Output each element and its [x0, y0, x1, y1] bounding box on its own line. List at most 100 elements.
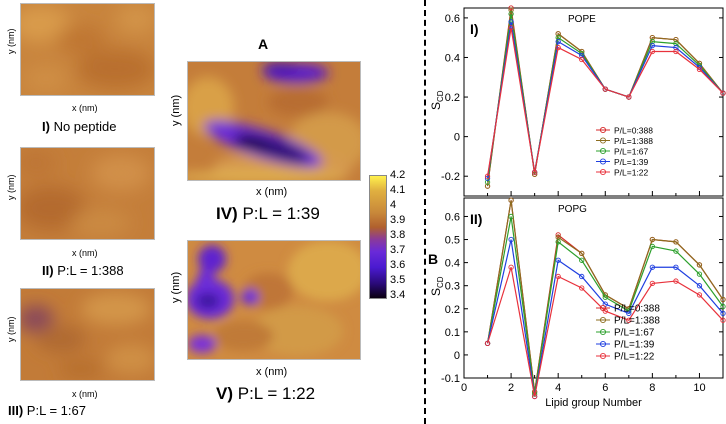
map-4-roman: IV): [216, 204, 238, 223]
legend-swatch-marker: [599, 158, 607, 165]
data-point: [626, 317, 632, 323]
data-point: [555, 38, 561, 45]
y-axis-label-main: S: [429, 102, 443, 110]
data-point: [673, 48, 679, 55]
data-point: [508, 264, 514, 270]
series-line: [486, 200, 724, 392]
y-tick-label: 0.2: [445, 92, 460, 104]
series-line: [486, 239, 724, 397]
legend-swatch-marker: [599, 137, 607, 144]
map-3-roman: III): [8, 403, 24, 418]
panel-divider: [424, 0, 426, 424]
afm-map-2: [20, 147, 155, 240]
legend-label: P/L=1:22: [614, 168, 649, 178]
map-5-roman: V): [216, 384, 233, 403]
panel-letter-a: A: [258, 36, 269, 52]
data-point: [673, 248, 679, 254]
data-point: [508, 236, 514, 243]
x-tick-label: 10: [693, 382, 705, 394]
legend-swatch-marker: [599, 147, 607, 155]
data-point: [579, 273, 585, 280]
map-2-caption: II) P:L = 1:388: [42, 263, 124, 278]
afm-map-3-image: [21, 289, 154, 380]
map-2-roman: II): [42, 263, 54, 278]
y-tick-label: 0.1: [445, 327, 460, 339]
map-5-x-label: x (nm): [256, 366, 288, 378]
legend-label: P/L=0:388: [614, 126, 653, 136]
y-tick-label: 0.6: [445, 13, 460, 25]
y-axis-label: SCD: [429, 276, 445, 296]
data-point: [579, 250, 585, 257]
colorbar-tick: 3.6: [390, 259, 406, 271]
data-point: [649, 280, 656, 287]
legend-swatch-marker: [599, 304, 607, 312]
series-line: [486, 216, 724, 395]
data-point: [531, 393, 538, 400]
legend-swatch-marker: [599, 340, 607, 348]
y-tick-label: 0.4: [445, 52, 460, 64]
plot-title: POPE: [568, 14, 596, 25]
afm-map-5: [187, 240, 361, 360]
x-tick-label: 8: [649, 382, 655, 394]
legend-swatch-marker: [599, 126, 607, 134]
data-point: [649, 236, 656, 243]
legend-label: P/L=1:67: [614, 328, 655, 339]
plot-pope: -0.2 0 0.2 0.4 0.6 SCD POPE I) P/L=0:388P/L=1:38…: [429, 5, 726, 197]
map-5-label: P:L = 1:22: [237, 384, 316, 403]
legend-swatch-marker: [599, 352, 607, 360]
colorbar: [369, 175, 387, 299]
x-tick-label: 0: [461, 382, 467, 394]
data-point: [579, 56, 585, 63]
afm-map-1-image: [21, 4, 154, 95]
afm-map-1: [20, 3, 155, 96]
data-point: [649, 264, 656, 270]
series-line: [486, 267, 724, 397]
legend-label: P/L=1:39: [614, 340, 655, 351]
data-point: [508, 197, 514, 203]
y-tick-label: -0.1: [441, 373, 460, 385]
data-point: [602, 86, 608, 92]
map-5-caption: V) P:L = 1:22: [216, 384, 315, 404]
legend-label: P/L=1:22: [614, 352, 655, 363]
data-point: [649, 42, 656, 49]
legend-label: P/L=1:39: [614, 157, 649, 167]
legend-swatch-marker: [599, 328, 607, 336]
y-axis-label-sub: CD: [436, 90, 445, 102]
map-1-x-label: x (nm): [72, 103, 98, 113]
data-point: [531, 169, 538, 175]
y-tick-label: 0.6: [445, 211, 460, 223]
map-4-label: P:L = 1:39: [242, 204, 320, 223]
y-tick-label: 0.4: [445, 258, 460, 270]
data-point: [720, 310, 726, 317]
data-point: [508, 19, 514, 25]
series-line: [486, 27, 724, 177]
plot-panel-label: II): [470, 211, 482, 227]
map-4-y-label: y (nm): [170, 94, 182, 126]
data-point: [555, 257, 561, 263]
data-point: [626, 310, 632, 317]
plot-frame: [463, 7, 724, 197]
map-1-caption: I) No peptide: [42, 119, 116, 134]
data-point: [484, 173, 491, 179]
y-axis-label: SCD: [429, 90, 445, 110]
legend-swatch-marker: [599, 168, 607, 176]
order-parameter-plots: B -0.200.20.40.6SCDPOPEI)P/L=0:388P/L=1:…: [428, 5, 726, 409]
data-point: [555, 273, 561, 280]
afm-map-4-image: [188, 62, 360, 180]
map-1-label: No peptide: [53, 119, 117, 134]
map-3-label: P:L = 1:67: [26, 403, 86, 418]
y-tick-label: 0.5: [445, 235, 460, 247]
data-point: [508, 25, 514, 31]
map-4-caption: IV) P:L = 1:39: [216, 204, 320, 224]
plot-panel-label: I): [470, 21, 479, 37]
afm-map-3: [20, 288, 155, 381]
map-4-x-label: x (nm): [256, 186, 288, 198]
data-point: [602, 294, 608, 300]
map-2-y-label: y (nm): [6, 174, 16, 201]
data-point: [696, 292, 703, 298]
data-point: [673, 239, 679, 245]
x-tick-label: 6: [602, 382, 608, 394]
x-axis-label: Lipid group Number: [545, 397, 642, 409]
legend-label: P/L=1:67: [614, 147, 649, 157]
